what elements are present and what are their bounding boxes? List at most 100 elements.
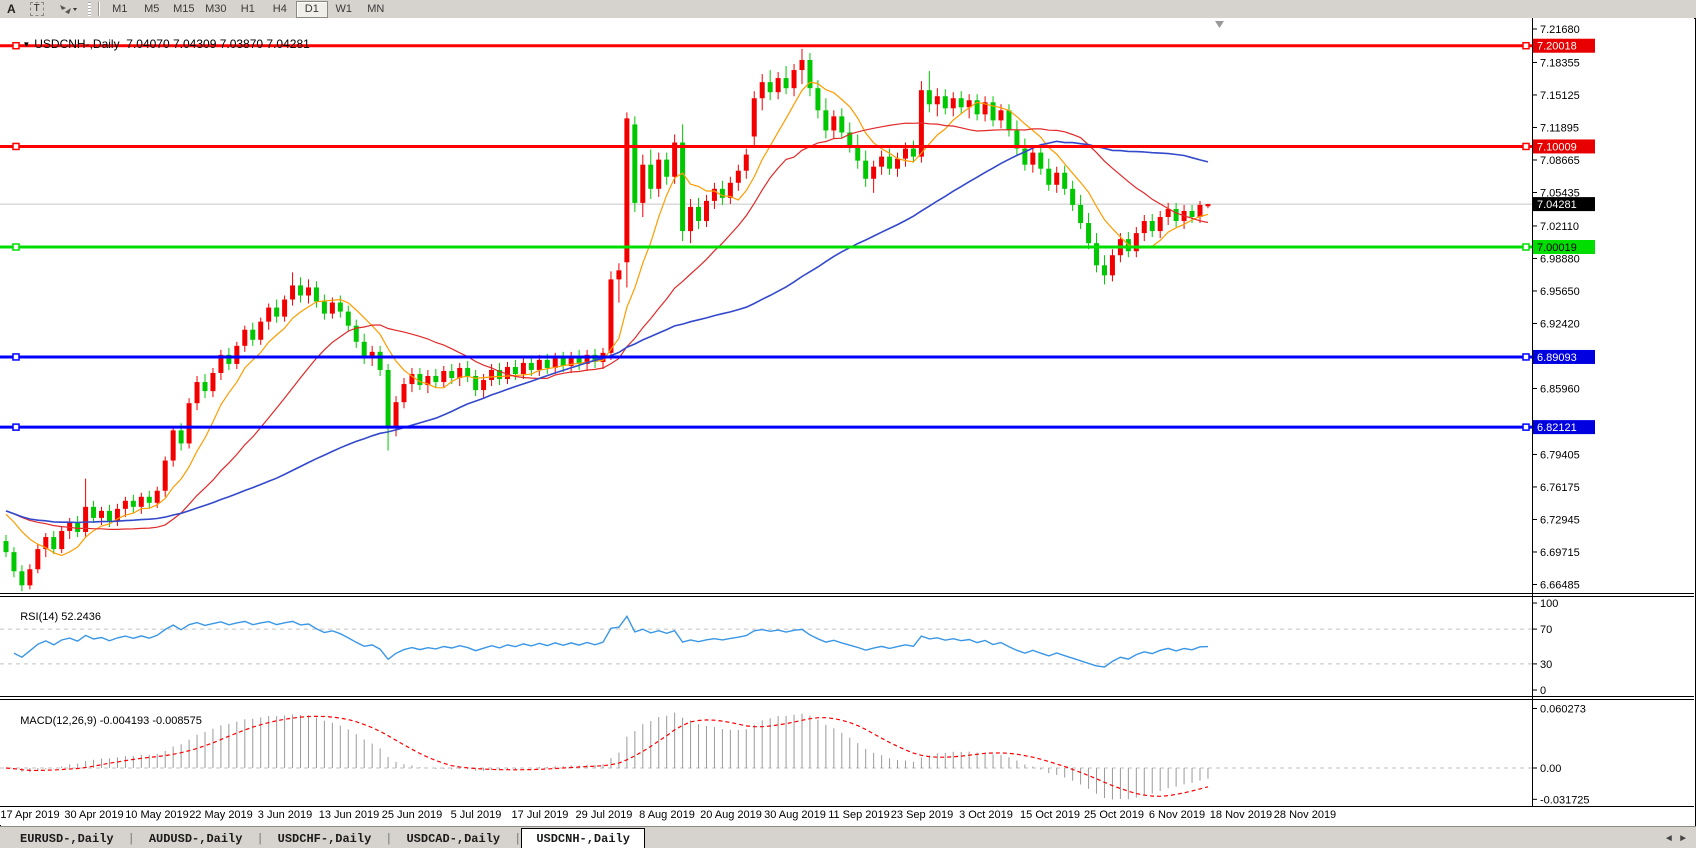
bear-candle	[1038, 152, 1044, 169]
timeframe-button-m5[interactable]: M5	[144, 2, 160, 15]
bull-candle	[393, 402, 399, 429]
chart-tab-usdchf[interactable]: USDCHF-,Daily	[277, 832, 372, 846]
line-price-label	[1533, 139, 1595, 154]
bear-candle	[887, 156, 893, 169]
line-handle[interactable]	[1522, 142, 1530, 151]
timeframe-button-m1[interactable]: M1	[112, 2, 128, 15]
time-axis-label: 22 May 2019	[189, 809, 253, 821]
bull-candle	[210, 372, 216, 392]
rsi-tick-label: 70	[1540, 624, 1552, 636]
line-handle[interactable]	[1522, 423, 1530, 431]
candlestick-series[interactable]	[3, 48, 1211, 592]
macd-indicator-label: MACD(12,26,9) -0.004193 -0.008575	[8, 703, 202, 739]
time-axis-label: 10 May 2019	[125, 809, 189, 821]
tab-scroll-right-icon[interactable]: ►	[1679, 834, 1686, 845]
font-tool-button[interactable]: A	[7, 2, 16, 16]
line-price-label-text: 7.20018	[1537, 41, 1577, 53]
bear-candle	[1173, 208, 1179, 222]
chart-ohlc-values: 7.04070 7.04309 7.03870 7.04281	[126, 37, 310, 51]
bull-candle	[290, 285, 296, 300]
tab-separator: |	[514, 832, 522, 846]
bull-candle	[727, 182, 733, 198]
line-price-label	[1533, 197, 1595, 212]
bull-candle	[186, 403, 192, 444]
line-handle[interactable]	[12, 243, 20, 251]
cursor-tool-button[interactable]	[52, 1, 84, 17]
time-axis-label: 5 Jul 2019	[451, 809, 502, 821]
bear-candle	[497, 369, 503, 380]
bear-candle	[664, 159, 670, 177]
time-axis-label: 13 Jun 2019	[319, 809, 380, 821]
tab-scroll-left-icon[interactable]: ◄	[1665, 834, 1672, 845]
time-axis-label: 8 Aug 2019	[639, 809, 695, 821]
price-tick-label: 7.21680	[1540, 24, 1580, 36]
rsi-panel: 100 70 30 0	[0, 598, 1558, 697]
toolbar-grip	[87, 2, 91, 16]
line-handle[interactable]	[1522, 41, 1530, 50]
bear-candle	[313, 287, 319, 302]
bull-candle	[59, 530, 65, 550]
bull-candle	[329, 302, 335, 314]
line-handle[interactable]	[12, 353, 20, 361]
bull-candle	[656, 159, 662, 189]
shift-marker-icon[interactable]	[1215, 21, 1224, 28]
bull-candle	[504, 366, 510, 380]
timeframe-button-h4[interactable]: H4	[272, 2, 287, 15]
chart-symbol-label: USDCNH-,Daily	[34, 37, 120, 51]
timeframe-button-m30[interactable]: M30	[205, 2, 227, 15]
bull-candle	[536, 359, 542, 370]
line-price-label	[1533, 420, 1595, 435]
bear-candle	[449, 370, 455, 379]
bear-candle	[958, 98, 964, 108]
bull-candle	[672, 142, 678, 177]
bull-candle	[83, 506, 89, 532]
bull-candle	[369, 351, 375, 358]
text-tool-button[interactable]: T	[29, 2, 44, 16]
bear-candle	[345, 311, 351, 326]
line-price-label	[1533, 239, 1595, 254]
bull-candle	[616, 270, 622, 280]
chart-tab-eurusd[interactable]: EURUSD-,Daily	[20, 832, 114, 846]
bull-candle	[1165, 208, 1171, 217]
line-price-label	[1533, 38, 1595, 53]
line-handle[interactable]	[12, 423, 20, 431]
timeframe-button-d1[interactable]: D1	[295, 0, 328, 18]
time-axis-label: 29 Jul 2019	[576, 809, 633, 821]
bear-candle	[807, 59, 813, 89]
bull-candle	[982, 102, 988, 115]
chart-tab-usdcad[interactable]: USDCAD-,Daily	[406, 832, 501, 846]
bear-candle	[353, 325, 359, 342]
line-handle[interactable]	[12, 41, 20, 50]
bull-candle	[489, 369, 495, 381]
bull-candle	[568, 356, 574, 366]
line-handle[interactable]	[12, 142, 20, 151]
bear-candle	[178, 430, 184, 444]
collapse-triangle-icon[interactable]: ▼	[22, 40, 31, 49]
timeframe-button-mn[interactable]: MN	[367, 2, 385, 15]
bear-candle	[361, 341, 367, 358]
bear-candle	[680, 142, 686, 232]
bull-candle	[242, 329, 248, 346]
timeframe-button-w1[interactable]: W1	[335, 2, 353, 15]
bear-candle	[250, 329, 256, 340]
bear-candle	[106, 510, 112, 521]
timeframe-button-h1[interactable]: H1	[240, 2, 255, 15]
line-handle[interactable]	[1522, 353, 1530, 361]
timeframe-button-m15[interactable]: M15	[173, 2, 195, 15]
bear-candle	[3, 541, 9, 553]
time-axis[interactable]: 17 Apr 2019 30 Apr 2019 10 May 2019 22 May …	[0, 809, 1336, 821]
line-handle[interactable]	[1522, 243, 1530, 251]
bear-candle	[465, 367, 471, 377]
moving-average-21	[5, 122, 1209, 530]
bear-candle	[274, 307, 280, 317]
chart-canvas[interactable]: 7.21680 7.18355 7.15125 7.11895 7.08665 7.054…	[0, 18, 1696, 826]
bear-candle	[1070, 188, 1076, 205]
time-axis-label: 30 Apr 2019	[64, 809, 123, 821]
chart-tab-usdcnh[interactable]: USDCNH-,Daily	[521, 828, 645, 848]
macd-tick-label: 0.00	[1540, 763, 1561, 775]
bull-candle	[409, 373, 415, 385]
rsi-tick-label: 30	[1540, 659, 1552, 671]
chart-tab-audusd[interactable]: AUDUSD-,Daily	[148, 832, 243, 846]
macd-tick-label: 0.060273	[1540, 704, 1586, 716]
chart-background	[0, 18, 1694, 825]
